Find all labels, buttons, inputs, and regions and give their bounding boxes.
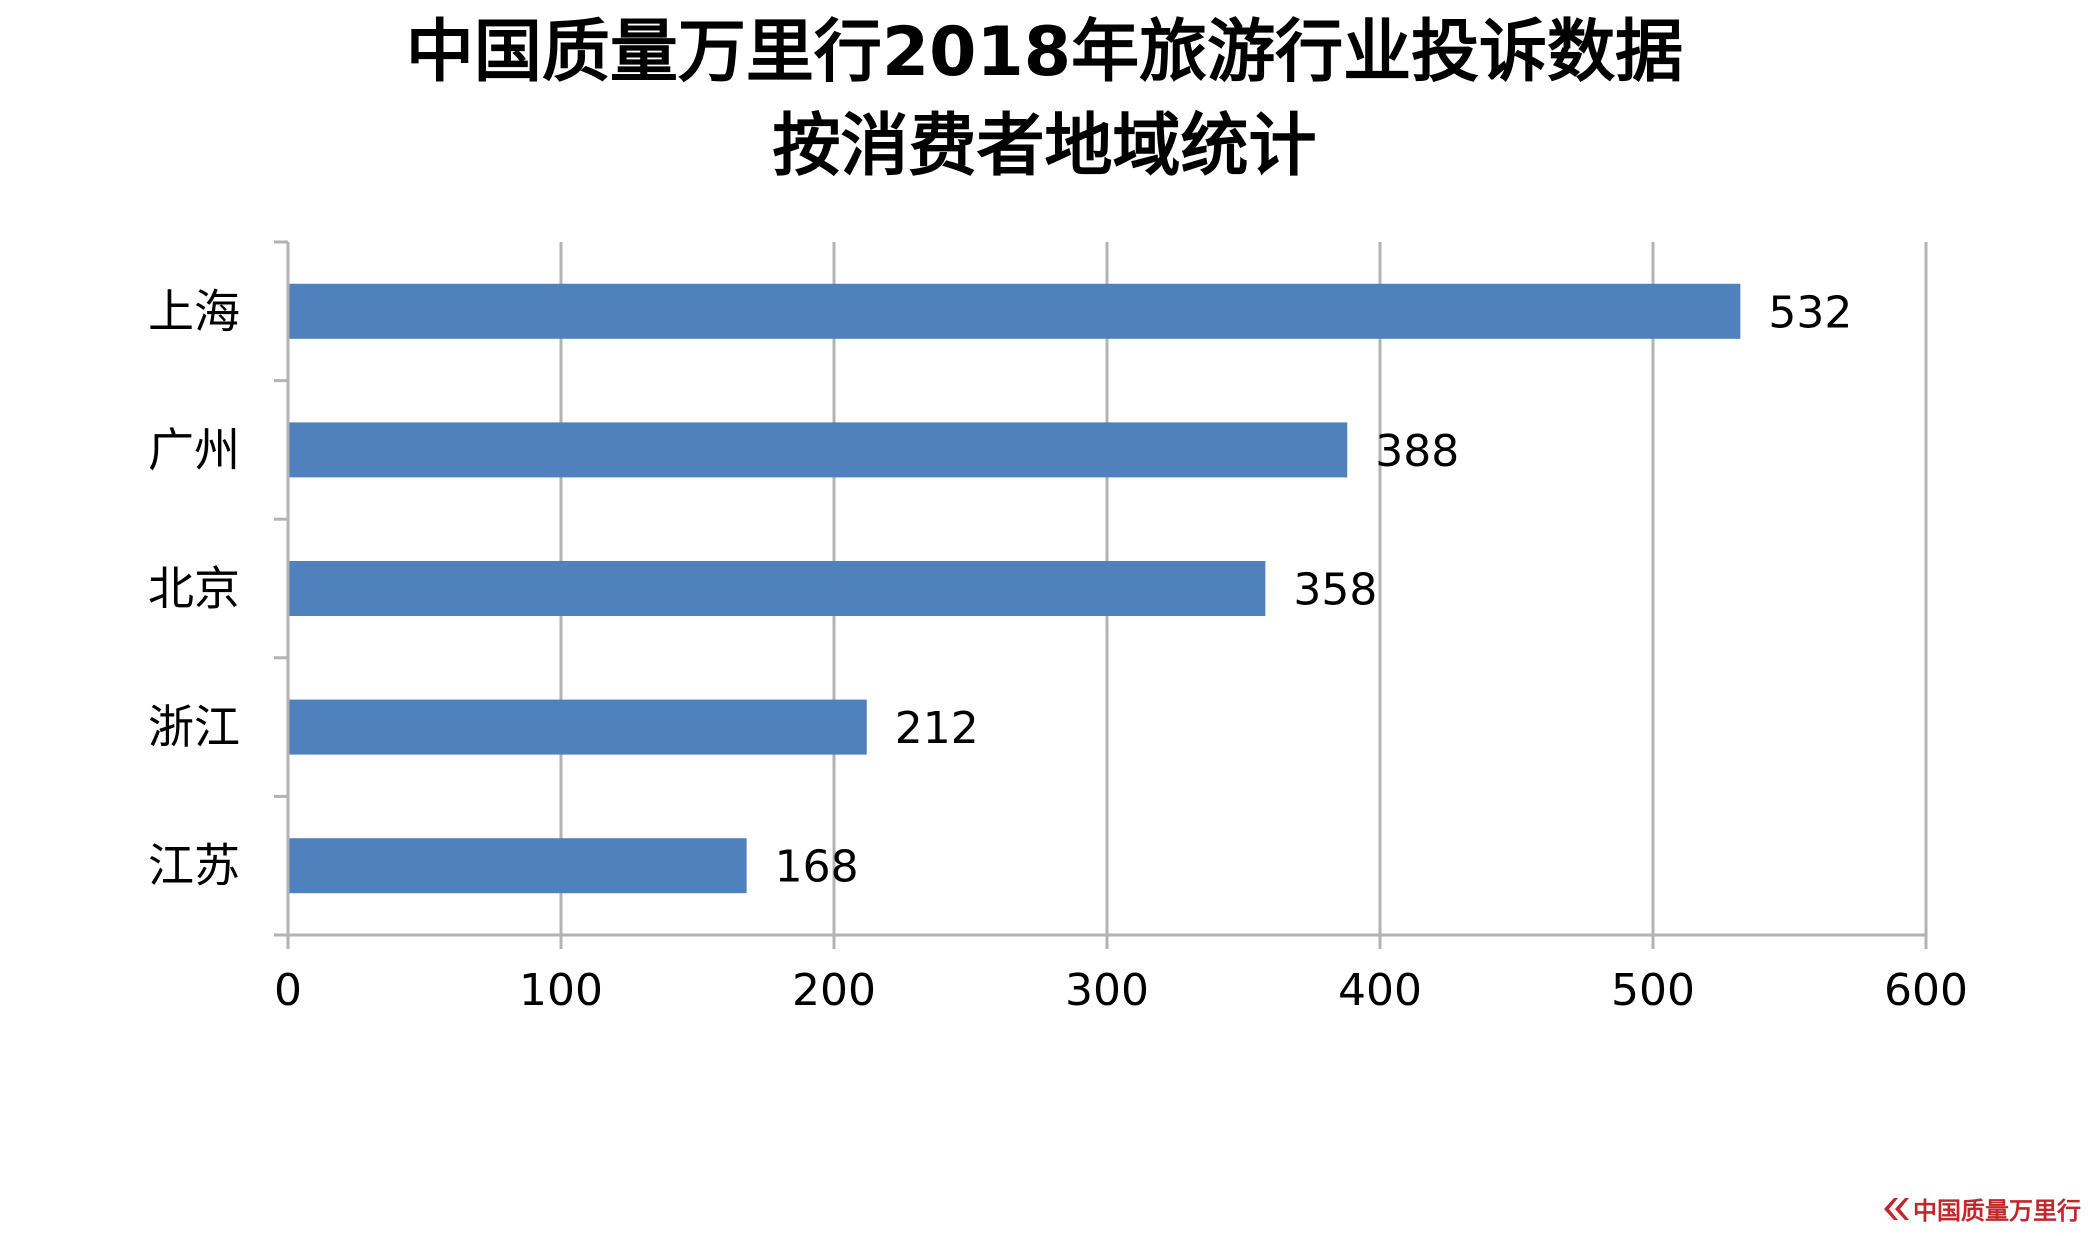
chart-title-line-2: 按消费者地域统计 bbox=[772, 107, 1317, 186]
data-label: 532 bbox=[1768, 287, 1852, 338]
x-tick-label: 0 bbox=[274, 965, 302, 1016]
bar bbox=[288, 561, 1266, 616]
x-tick-label: 300 bbox=[1065, 965, 1149, 1016]
category-label: 广州 bbox=[148, 423, 240, 477]
bars bbox=[288, 283, 1741, 894]
x-tick-label: 100 bbox=[519, 965, 603, 1016]
labels: 532 上海 388 广州 358 北京 212 浙江 168 江苏 0 100 200 300 400 50… bbox=[148, 284, 1968, 1016]
data-label: 358 bbox=[1293, 565, 1377, 616]
category-label: 江苏 bbox=[148, 839, 240, 893]
data-label: 388 bbox=[1375, 426, 1459, 477]
category-label: 北京 bbox=[148, 562, 240, 616]
chart-title: 中国质量万里行2018年旅游行业投诉数据 按消费者地域统计 bbox=[0, 6, 2089, 194]
category-label: 上海 bbox=[148, 284, 240, 338]
logo-mark-icon bbox=[1884, 1197, 1909, 1220]
bar bbox=[288, 838, 747, 894]
x-tick-label: 600 bbox=[1884, 965, 1968, 1016]
bar bbox=[288, 699, 867, 755]
bar bbox=[288, 283, 1741, 339]
watermark-logo: 中国质量万里行 bbox=[1881, 1191, 2081, 1226]
data-label: 168 bbox=[775, 842, 859, 893]
watermark-text: 中国质量万里行 bbox=[1913, 1196, 2081, 1225]
bar bbox=[288, 422, 1348, 478]
x-tick-label: 400 bbox=[1338, 965, 1422, 1016]
chart-title-line-1: 中国质量万里行2018年旅游行业投诉数据 bbox=[405, 13, 1684, 92]
x-tick-label: 200 bbox=[792, 965, 876, 1016]
x-tick-label: 500 bbox=[1611, 965, 1695, 1016]
data-label: 212 bbox=[895, 703, 979, 754]
axes bbox=[274, 240, 1928, 949]
category-label: 浙江 bbox=[148, 700, 240, 754]
